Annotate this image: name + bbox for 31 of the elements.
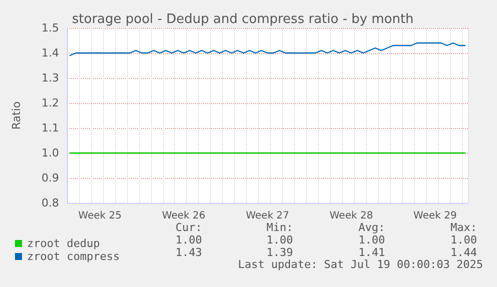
text: 1.00 (358, 234, 385, 246)
x-tick-label: Week 29 (413, 210, 457, 222)
y-tick-label: 0.9 (42, 172, 59, 184)
text: 1.41 (358, 246, 385, 259)
text: Cur: (176, 221, 202, 234)
y-tick-label: 1.0 (42, 146, 59, 160)
x-tick-label: Week 26 (162, 210, 206, 222)
y-tick-label: 1.1 (42, 122, 59, 134)
text: 1.39 (266, 246, 293, 259)
text: 1.00 (266, 234, 293, 246)
text: Last update: Sat Jul 19 00:00:03 2025 (238, 258, 484, 271)
x-tick-label: Week 28 (330, 210, 373, 222)
text: Max: (450, 221, 477, 234)
text: Min: (266, 221, 293, 234)
chart-title: storage pool - Dedup and compress ratio - by month (72, 12, 414, 27)
text: 1.44 (450, 246, 478, 259)
text: 1.43 (176, 246, 202, 259)
y-tick-label: 1.3 (42, 72, 59, 84)
x-tick-label: Week 25 (78, 210, 122, 222)
y-tick-label: 0.8 (42, 196, 59, 210)
legend-label: zroot compress (27, 250, 120, 263)
y-axis-title: Ratio (10, 101, 23, 130)
text: 1.00 (176, 234, 202, 246)
y-tick-label: 1.5 (42, 22, 59, 34)
y-tick-label: 1.2 (42, 96, 59, 110)
text: 1.00 (450, 234, 477, 246)
x-tick-label: Week 27 (246, 210, 290, 222)
y-tick-label: 1.4 (42, 46, 59, 60)
legend-label: zroot dedup (27, 237, 100, 250)
text: Avg: (358, 221, 385, 234)
line-series (69, 42, 466, 56)
